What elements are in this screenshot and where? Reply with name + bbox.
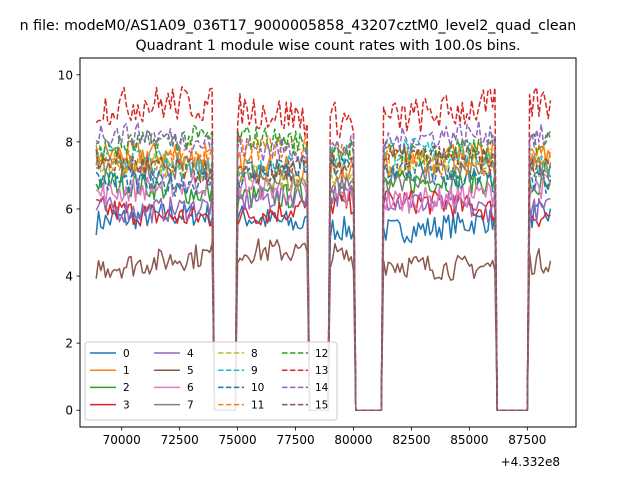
legend-label-14: 14 — [315, 382, 329, 394]
series-line-14 — [95, 120, 552, 411]
legend-label-4: 4 — [187, 348, 194, 360]
x-tick-label: 72500 — [161, 433, 199, 447]
legend-label-15: 15 — [315, 399, 328, 411]
chart-title: Quadrant 1 module wise count rates with … — [135, 38, 520, 54]
series-line-10 — [95, 155, 552, 411]
plot-frame — [79, 57, 577, 428]
x-tick-label: 85000 — [450, 433, 488, 447]
legend-label-10: 10 — [251, 382, 264, 394]
legend-label-6: 6 — [187, 382, 194, 394]
y-tick-label: 2 — [65, 337, 73, 351]
figure-suptitle: n file: modeM0/AS1A09_036T17_9000005858_… — [20, 18, 577, 34]
x-offset-label: +4.332e8 — [501, 455, 560, 469]
x-tick-label: 75000 — [219, 433, 257, 447]
legend-label-12: 12 — [315, 348, 328, 360]
y-tick-label: 4 — [65, 270, 73, 284]
y-tick-label: 8 — [65, 135, 73, 149]
legend-label-7: 7 — [187, 399, 194, 411]
x-tick-label: 82500 — [392, 433, 430, 447]
legend-label-9: 9 — [251, 365, 258, 377]
legend-label-11: 11 — [251, 399, 264, 411]
legend-label-5: 5 — [187, 365, 194, 377]
y-tick-label: 6 — [65, 202, 73, 216]
legend-box — [84, 341, 338, 421]
legend-label-1: 1 — [123, 365, 130, 377]
x-tick-label: 87500 — [508, 433, 546, 447]
legend-label-13: 13 — [315, 365, 328, 377]
axis-ticks: 70000 72500 75000 77500 80000 82500 85000 87500… — [58, 68, 547, 447]
legend-label-0: 0 — [123, 348, 130, 360]
x-tick-label: 70000 — [103, 433, 141, 447]
x-tick-label: 80000 — [334, 433, 372, 447]
y-tick-label: 0 — [65, 404, 73, 418]
y-tick-label: 10 — [58, 68, 73, 82]
legend-label-3: 3 — [123, 399, 130, 411]
legend-label-8: 8 — [251, 348, 258, 360]
series-line-11 — [95, 134, 552, 411]
legend-label-2: 2 — [123, 382, 130, 394]
x-tick-label: 77500 — [276, 433, 314, 447]
